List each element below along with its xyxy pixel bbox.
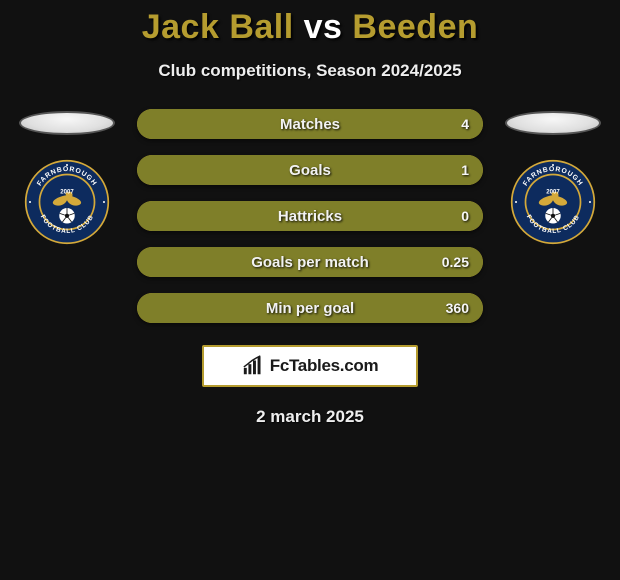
page-title: Jack Ball vs Beeden [0, 8, 620, 47]
brand-main: Tables [289, 356, 340, 375]
stat-row: Min per goal360 [137, 293, 483, 323]
date-label: 2 march 2025 [0, 407, 620, 427]
stat-fill-right [137, 293, 483, 323]
stat-value-right: 0.25 [442, 247, 469, 277]
stats-list: Matches4 Goals1 Hattricks0 Goals per match0… [137, 109, 483, 323]
club-crest-left: FARNBOROUGH FOOTBALL CLUB 2007 [24, 159, 110, 245]
brand-text: FcTables.com [270, 356, 379, 376]
bar-chart-icon [242, 355, 264, 377]
stat-value-right: 4 [461, 109, 469, 139]
title-vs: vs [304, 8, 343, 46]
main-row: FARNBOROUGH FOOTBALL CLUB 2007 Matches4 G… [0, 109, 620, 323]
stat-fill-right [137, 247, 483, 277]
svg-text:2007: 2007 [60, 189, 74, 195]
stat-fill-right [137, 201, 483, 231]
stat-fill-right [137, 109, 483, 139]
side-left: FARNBOROUGH FOOTBALL CLUB 2007 [17, 109, 117, 245]
subtitle: Club competitions, Season 2024/2025 [0, 61, 620, 81]
player-photo-placeholder-right [505, 111, 601, 135]
stat-value-right: 0 [461, 201, 469, 231]
side-right: FARNBOROUGH FOOTBALL CLUB 2007 [503, 109, 603, 245]
title-player-1: Jack Ball [142, 8, 294, 46]
stat-row: Goals1 [137, 155, 483, 185]
stat-row: Matches4 [137, 109, 483, 139]
stat-value-right: 360 [446, 293, 469, 323]
stat-row: Hattricks0 [137, 201, 483, 231]
stat-fill-right [137, 155, 483, 185]
stat-value-right: 1 [461, 155, 469, 185]
fctables-link[interactable]: FcTables.com [202, 345, 418, 387]
club-crest-right: FARNBOROUGH FOOTBALL CLUB 2007 [510, 159, 596, 245]
brand-pre: Fc [270, 356, 289, 375]
stat-row: Goals per match0.25 [137, 247, 483, 277]
svg-text:2007: 2007 [546, 189, 560, 195]
page-root: Jack Ball vs Beeden Club competitions, S… [0, 0, 620, 580]
player-photo-placeholder-left [19, 111, 115, 135]
brand-suffix: .com [340, 356, 378, 375]
title-player-2: Beeden [352, 8, 478, 46]
